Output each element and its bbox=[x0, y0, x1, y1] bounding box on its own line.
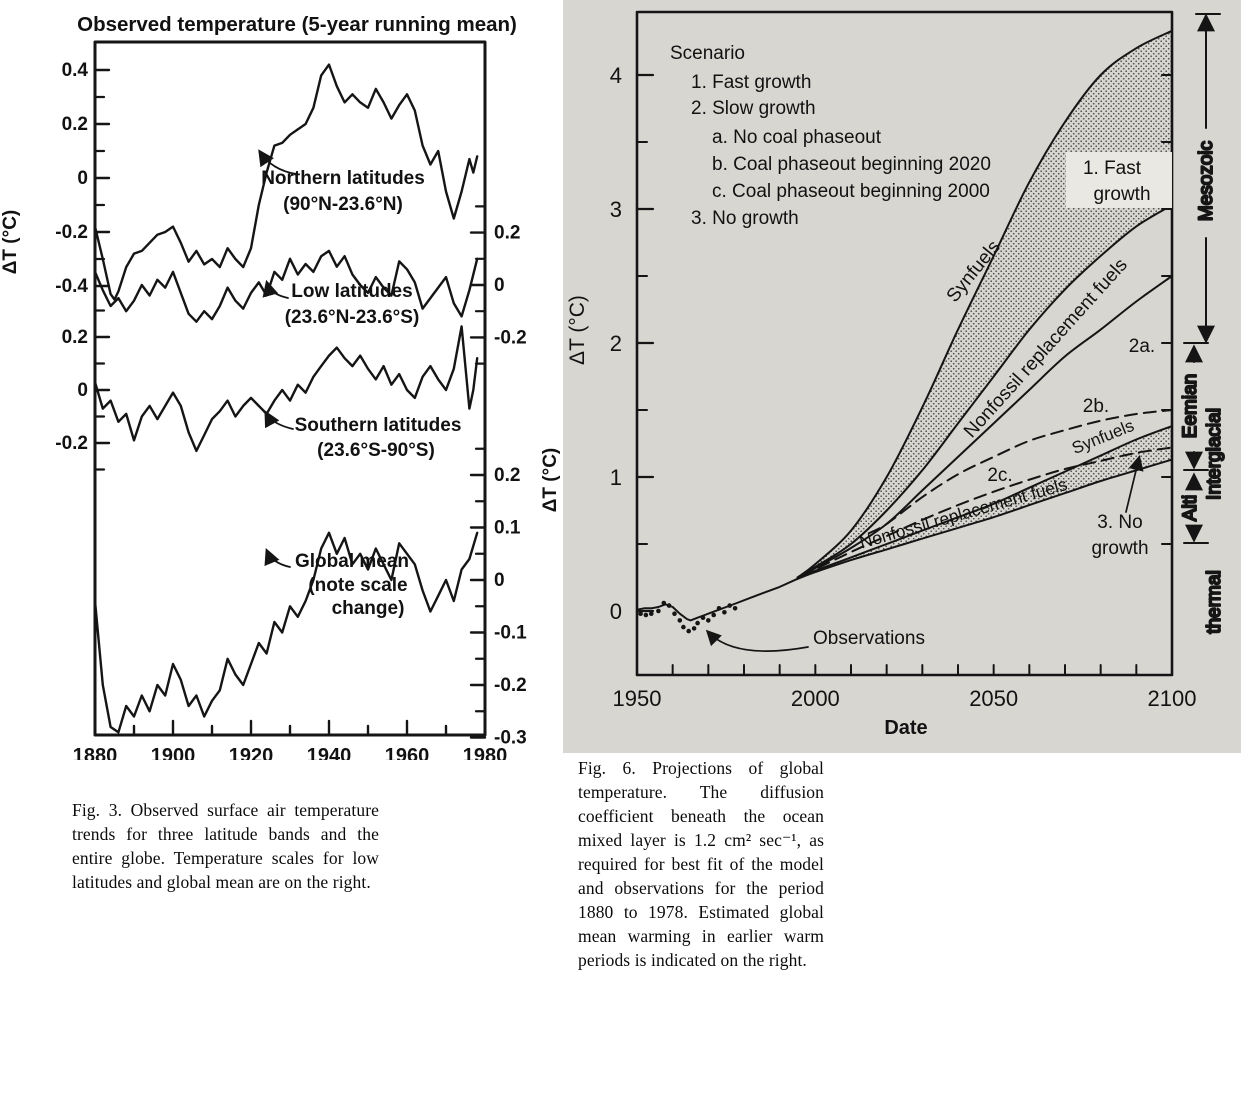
fig6-curve-scenario_2b bbox=[867, 409, 1173, 535]
svg-text:-0.2: -0.2 bbox=[494, 675, 527, 696]
fig3-frame bbox=[93, 40, 487, 737]
fig6-curve-no_growth_nonfossil bbox=[796, 458, 1173, 580]
fig3-series-southern_latitudes bbox=[93, 325, 479, 453]
svg-text:-0.2: -0.2 bbox=[494, 327, 527, 348]
svg-text:Northern latitudes: Northern latitudes bbox=[261, 168, 425, 189]
fig6-curve-scenario_2c bbox=[800, 446, 1173, 578]
svg-text:2b.: 2b. bbox=[1083, 396, 1109, 417]
svg-text:0: 0 bbox=[494, 570, 505, 591]
svg-text:1: 1 bbox=[610, 465, 622, 490]
svg-text:Alti: Alti bbox=[1180, 495, 1201, 521]
svg-text:(90°N-23.6°N): (90°N-23.6°N) bbox=[283, 194, 403, 215]
svg-text:0: 0 bbox=[77, 380, 88, 401]
fig3-series-low_latitudes bbox=[93, 249, 479, 323]
svg-text:0: 0 bbox=[77, 168, 88, 189]
svg-text:change): change) bbox=[332, 598, 405, 619]
svg-text:1960: 1960 bbox=[385, 745, 430, 760]
svg-text:3: 3 bbox=[610, 197, 622, 222]
fig3-series-global_mean bbox=[93, 531, 479, 734]
svg-text:1950: 1950 bbox=[613, 686, 662, 711]
fig6-curve-no_growth_synfuels bbox=[796, 425, 1173, 580]
svg-text:3. No: 3. No bbox=[1097, 512, 1142, 533]
svg-text:3. No growth: 3. No growth bbox=[691, 208, 799, 229]
svg-text:0.2: 0.2 bbox=[62, 114, 88, 135]
fig3-annotation-arrow-low_latitudes bbox=[262, 279, 289, 299]
svg-text:0.1: 0.1 bbox=[494, 518, 521, 539]
svg-text:(note scale: (note scale bbox=[308, 575, 407, 596]
svg-text:2c.: 2c. bbox=[987, 465, 1012, 486]
svg-text:-0.3: -0.3 bbox=[494, 728, 527, 749]
svg-text:Mesozoic: Mesozoic bbox=[1196, 141, 1217, 221]
fig3-annotation-arrow-global_mean bbox=[264, 548, 291, 568]
svg-text:2000: 2000 bbox=[791, 686, 840, 711]
svg-text:Southern latitudes: Southern latitudes bbox=[295, 415, 462, 436]
svg-text:2050: 2050 bbox=[969, 686, 1018, 711]
fig6-curve-scenario_2a bbox=[796, 275, 1173, 580]
svg-text:0.2: 0.2 bbox=[494, 465, 520, 486]
fig3-yaxis-label-right: ΔT (°C) bbox=[540, 448, 561, 513]
svg-text:4: 4 bbox=[610, 63, 622, 88]
svg-text:1. Fast: 1. Fast bbox=[1083, 158, 1142, 179]
svg-text:growth: growth bbox=[1091, 538, 1148, 559]
fig6-chart: 4 3 2 1 0 1950 2000 2050 2100 Date ΔT (°C) Scenario… bbox=[563, 0, 1241, 753]
fig6-curve-fast_growth_nonfossil bbox=[796, 204, 1173, 579]
svg-text:0: 0 bbox=[494, 275, 505, 296]
svg-text:Scenario: Scenario bbox=[670, 43, 745, 64]
svg-text:1. Fast growth: 1. Fast growth bbox=[691, 72, 811, 93]
svg-text:1980: 1980 bbox=[463, 745, 508, 760]
fig6-scenario-legend: Scenario 1. Fast growth 2. Slow growth a. N… bbox=[670, 43, 991, 229]
svg-text:(23.6°S-90°S): (23.6°S-90°S) bbox=[317, 440, 435, 461]
figures-canvas: Observed temperature (5-year running mea… bbox=[0, 0, 1241, 791]
fig3-annotation-arrow-northern_latitudes bbox=[258, 149, 297, 175]
svg-text:Eemian: Eemian bbox=[1180, 374, 1201, 438]
svg-text:c. Coal phaseout beginning 200: c. Coal phaseout beginning 2000 bbox=[712, 181, 990, 202]
fig6-observations-label: Observations bbox=[813, 628, 925, 649]
svg-text:0.2: 0.2 bbox=[494, 223, 520, 244]
fig3-yaxis-label-left: ΔT (°C) bbox=[0, 210, 21, 275]
fig6-xaxis-label: Date bbox=[884, 717, 927, 739]
svg-text:thermal: thermal bbox=[1204, 570, 1225, 633]
svg-text:Global mean: Global mean bbox=[295, 551, 409, 572]
svg-text:Interglacial: Interglacial bbox=[1204, 408, 1225, 500]
svg-text:1940: 1940 bbox=[307, 745, 352, 760]
fig6-fast-growth-label-box bbox=[1066, 152, 1172, 208]
fig3-annotation-arrow-southern_latitudes bbox=[264, 410, 294, 430]
fig6-no-growth-arrow bbox=[1125, 455, 1144, 513]
svg-text:1880: 1880 bbox=[73, 745, 118, 760]
fig3-series-northern_latitudes bbox=[93, 63, 479, 301]
svg-text:(23.6°N-23.6°S): (23.6°N-23.6°S) bbox=[285, 307, 420, 328]
fig6-curve-fast_growth_synfuels bbox=[796, 29, 1173, 579]
svg-text:a. No coal phaseout: a. No coal phaseout bbox=[712, 127, 882, 148]
svg-text:0.2: 0.2 bbox=[62, 327, 88, 348]
fig3-title: Observed temperature (5-year running mea… bbox=[77, 13, 517, 36]
svg-text:growth: growth bbox=[1093, 184, 1150, 205]
svg-text:-0.1: -0.1 bbox=[494, 623, 527, 644]
svg-text:Low latitudes: Low latitudes bbox=[291, 281, 412, 302]
fig6-caption: Fig. 6. Projections of global temperatur… bbox=[578, 758, 824, 970]
svg-text:2: 2 bbox=[610, 331, 622, 356]
fig3-chart: Observed temperature (5-year running mea… bbox=[0, 13, 561, 791]
svg-text:0.4: 0.4 bbox=[62, 60, 89, 81]
svg-text:0: 0 bbox=[610, 599, 622, 624]
svg-text:2a.: 2a. bbox=[1129, 336, 1155, 357]
fig3-caption: Fig. 3. Observed surface air temperature… bbox=[72, 800, 379, 892]
svg-text:1900: 1900 bbox=[151, 745, 196, 760]
svg-text:b. Coal phaseout beginning 202: b. Coal phaseout beginning 2020 bbox=[712, 154, 991, 175]
svg-text:-0.4: -0.4 bbox=[55, 276, 88, 297]
svg-text:-0.2: -0.2 bbox=[55, 433, 88, 454]
svg-text:-0.2: -0.2 bbox=[55, 222, 88, 243]
svg-text:1920: 1920 bbox=[229, 745, 274, 760]
svg-text:2. Slow growth: 2. Slow growth bbox=[691, 98, 816, 119]
svg-text:2100: 2100 bbox=[1148, 686, 1197, 711]
fig6-observations-arrow bbox=[705, 629, 809, 652]
fig6-yaxis-label: ΔT (°C) bbox=[566, 295, 589, 365]
